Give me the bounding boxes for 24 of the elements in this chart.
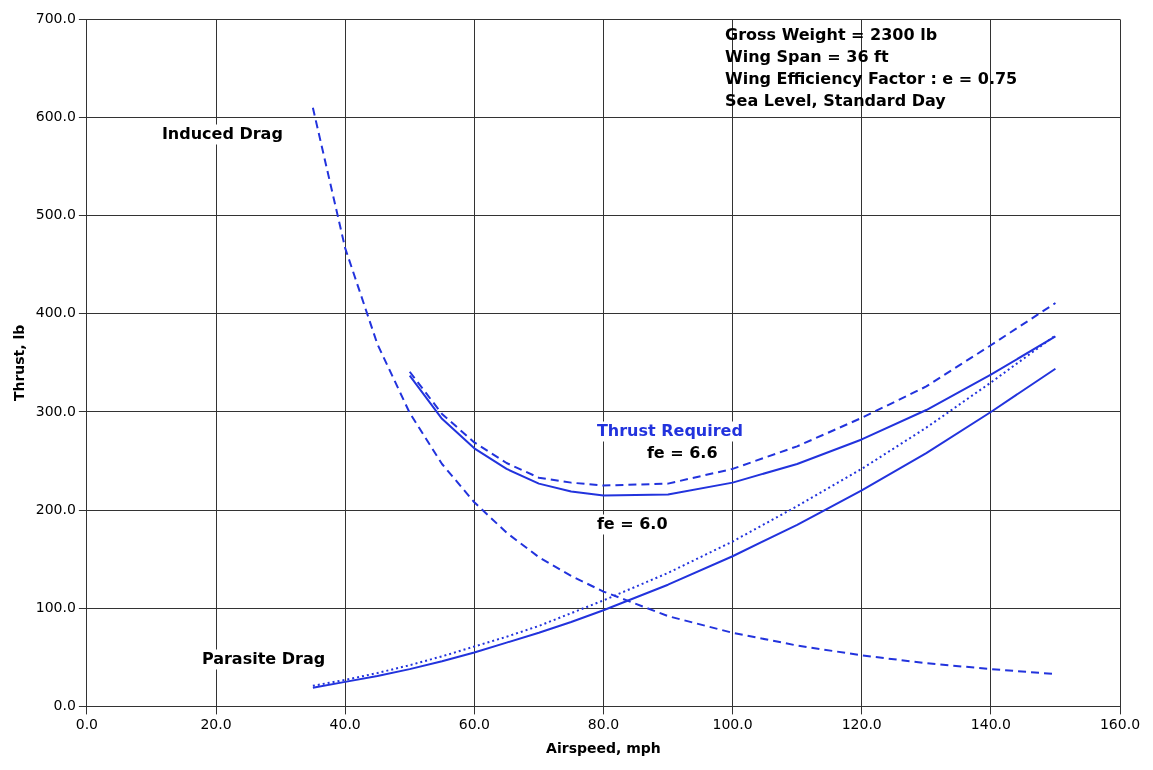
x-axis-title: Airspeed, mph xyxy=(546,740,661,757)
annotation: Thrust Required xyxy=(596,420,743,440)
x-tick-label: 160.0 xyxy=(1099,716,1141,733)
y-tick-label: 100.0 xyxy=(35,598,76,615)
annotation: Parasite Drag xyxy=(201,648,326,668)
x-tick-label: 40.0 xyxy=(329,716,361,733)
x-tick-label: 120.0 xyxy=(841,716,882,733)
x-tick-label: 100.0 xyxy=(712,716,753,733)
y-tick-label: 200.0 xyxy=(35,500,76,517)
annotation: fe = 6.6 xyxy=(646,442,718,462)
annotation: fe = 6.0 xyxy=(596,513,668,533)
annotation: Induced Drag xyxy=(161,123,283,143)
y-tick-label: 300.0 xyxy=(35,402,76,419)
y-tick-label: 700.0 xyxy=(35,10,76,27)
y-tick-label: 500.0 xyxy=(35,206,76,223)
y-tick-label: 400.0 xyxy=(35,304,76,321)
x-tick-label: 20.0 xyxy=(200,716,232,733)
x-tick-label: 0.0 xyxy=(75,716,99,733)
x-tick-label: 60.0 xyxy=(458,716,490,733)
y-axis-title: Thrust, lb xyxy=(11,324,28,402)
y-tick-label: 0.0 xyxy=(53,697,76,714)
x-tick-label: 140.0 xyxy=(970,716,1011,733)
x-tick-label: 80.0 xyxy=(587,716,620,733)
y-tick-label: 600.0 xyxy=(35,108,76,125)
